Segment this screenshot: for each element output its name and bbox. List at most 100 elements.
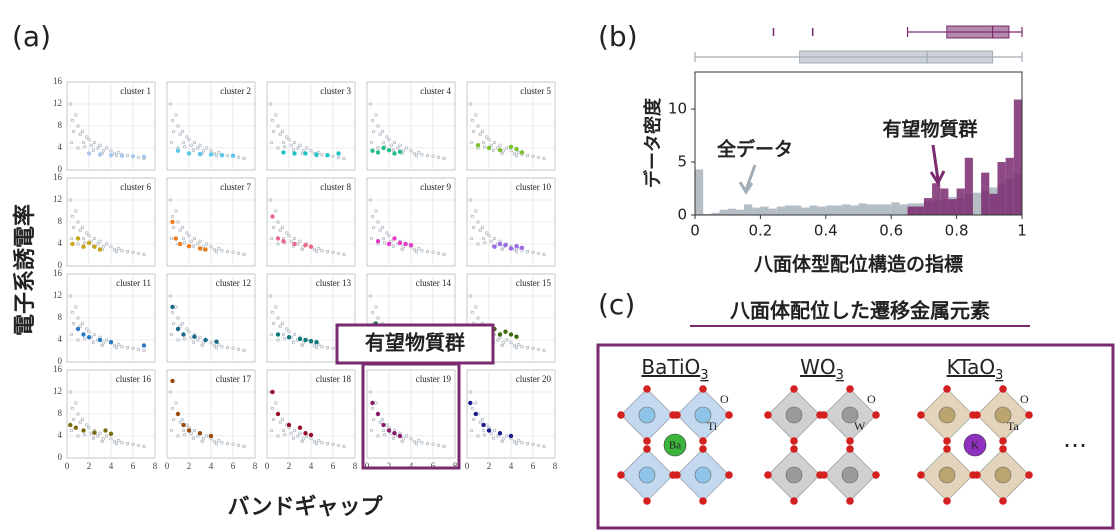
cluster-point xyxy=(170,220,174,224)
y-axis-title: 電子系誘電率 xyxy=(12,204,38,336)
subplot-title: cluster 19 xyxy=(416,374,452,384)
cluster-point xyxy=(103,428,107,432)
oxygen-atom xyxy=(999,497,1007,505)
cluster-point xyxy=(509,246,513,250)
x-tick-label: 0 xyxy=(690,222,700,240)
cluster-point xyxy=(487,146,491,150)
cluster-point xyxy=(370,401,374,405)
b-site-atom xyxy=(786,467,802,483)
cluster-point xyxy=(370,149,374,153)
cluster-point xyxy=(303,338,307,342)
hist-bar xyxy=(809,205,817,215)
atom-label: O xyxy=(720,392,729,406)
y-tick-label: 16 xyxy=(53,172,63,182)
oxygen-atom xyxy=(643,445,651,453)
x-tick-label: 2 xyxy=(387,461,392,471)
x-tick-label: 0.2 xyxy=(748,222,772,240)
x-tick-label: 2 xyxy=(487,461,492,471)
cluster-point xyxy=(514,244,518,248)
cluster-point xyxy=(292,242,296,246)
cluster-point xyxy=(209,152,213,156)
atom-label: Ba xyxy=(669,440,681,452)
hist-bar xyxy=(957,189,965,215)
cluster-point xyxy=(276,412,280,416)
hist-bar xyxy=(834,205,842,215)
b-site-atom xyxy=(939,467,955,483)
hist-bar xyxy=(720,210,728,215)
oxygen-atom xyxy=(846,445,854,453)
cluster-point xyxy=(498,431,502,435)
cluster-point xyxy=(503,243,507,247)
cluster-point xyxy=(98,338,102,342)
hist-bar xyxy=(736,210,744,215)
cluster-point xyxy=(487,428,491,432)
x-tick-label: 6 xyxy=(231,461,236,471)
cluster-point xyxy=(109,153,113,157)
cluster-point xyxy=(498,148,502,152)
cluster-point xyxy=(176,327,180,331)
cluster-point xyxy=(220,153,224,157)
hist-bar xyxy=(981,173,989,215)
cluster-point xyxy=(387,148,391,152)
cluster-point xyxy=(336,151,340,155)
cluster-point xyxy=(176,149,180,153)
box xyxy=(947,26,1009,38)
oxygen-atom xyxy=(764,471,772,479)
y-tick-label: 0 xyxy=(58,452,63,462)
cluster-point xyxy=(142,343,146,347)
oxygen-atom xyxy=(943,437,951,445)
subplot-title: cluster 9 xyxy=(420,182,451,192)
b-site-atom xyxy=(786,407,802,423)
x-tick-label: 6 xyxy=(531,461,536,471)
subplot-title: cluster 6 xyxy=(120,182,151,192)
cluster-point xyxy=(498,242,502,246)
subplot-title: cluster 5 xyxy=(520,86,551,96)
cluster-point xyxy=(509,145,513,149)
cluster-point xyxy=(92,431,96,435)
y-tick-label: 4 xyxy=(58,430,63,440)
hist-bar xyxy=(818,207,826,215)
b-site-atom xyxy=(695,467,711,483)
subplot-title: cluster 13 xyxy=(316,278,352,288)
highlight-label: 有望物質群 xyxy=(365,331,465,355)
y-tick-label: 0 xyxy=(677,206,687,224)
subplot-title: cluster 17 xyxy=(216,374,252,384)
y-axis-title: データ密度 xyxy=(642,97,664,188)
oxygen-atom xyxy=(790,437,798,445)
cluster-point xyxy=(281,150,285,154)
cluster-point xyxy=(468,401,472,405)
x-tick-label: 4 xyxy=(109,461,114,471)
hist-bar xyxy=(695,169,703,215)
x-tick-label: 0 xyxy=(265,461,270,471)
formula-sub: 3 xyxy=(995,368,1003,383)
cluster-point xyxy=(476,143,480,147)
oxygen-atom xyxy=(943,445,951,453)
cluster-point xyxy=(192,335,196,339)
atom-label: O xyxy=(867,392,876,406)
cluster-point xyxy=(76,236,80,240)
annotation: 有望物質群 xyxy=(882,118,977,141)
oxygen-atom xyxy=(943,385,951,393)
hist-bar xyxy=(850,205,858,215)
cluster-point xyxy=(174,236,178,240)
cluster-point xyxy=(298,426,302,430)
x-tick-label: 8 xyxy=(253,461,258,471)
cluster-point xyxy=(81,428,85,432)
b-site-atom xyxy=(842,467,858,483)
cluster-point xyxy=(76,327,80,331)
hist-bar xyxy=(883,204,891,215)
y-tick-label: 16 xyxy=(53,268,63,278)
hist-bar xyxy=(785,205,793,215)
y-tick-label: 4 xyxy=(58,334,63,344)
formula-sub: 3 xyxy=(836,368,844,383)
y-tick-label: 16 xyxy=(53,364,63,374)
cluster-point xyxy=(314,340,318,344)
subplot-title: cluster 12 xyxy=(216,278,251,288)
subplot-title: cluster 3 xyxy=(320,86,351,96)
oxygen-atom xyxy=(917,471,925,479)
hist-bar xyxy=(989,194,997,215)
subplot-title: cluster 20 xyxy=(516,374,552,384)
oxygen-atom xyxy=(764,411,772,419)
hist-bar xyxy=(842,204,850,215)
cluster-point xyxy=(309,339,313,343)
